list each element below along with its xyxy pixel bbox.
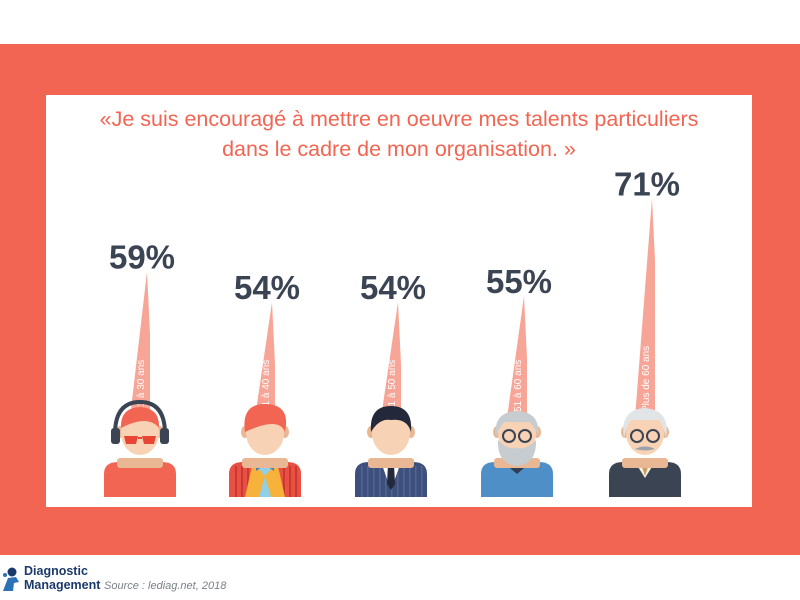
source-note: Source : lediag.net, 2018 — [104, 580, 227, 592]
value-label-1: 59% — [109, 239, 175, 276]
value-label-4: 55% — [486, 263, 552, 300]
age-group-3: 54% 41 à 50 ans — [355, 269, 427, 497]
category-label-2: 31 à 40 ans — [261, 360, 272, 412]
value-label-2: 54% — [234, 269, 300, 306]
elderly-man-glasses-icon — [609, 408, 681, 497]
young-person-headphones-icon — [104, 399, 176, 497]
diagnostic-logo-icon — [3, 567, 19, 591]
category-label-4: 51 à 60 ans — [513, 360, 524, 412]
value-spike-2 — [255, 302, 275, 418]
age-group-5: 71% Plus de 60 ans — [609, 165, 681, 497]
person-bowtie-icon — [229, 404, 301, 497]
value-label-5: 71% — [614, 165, 680, 202]
brand-line-1: Diagnostic — [24, 564, 88, 578]
chart-title-line-1: «Je suis encouragé à mettre en oeuvre me… — [99, 107, 699, 131]
businessman-tie-icon — [355, 406, 427, 497]
senior-beard-glasses-icon — [481, 411, 553, 497]
value-spike-3 — [381, 302, 401, 418]
value-label-3: 54% — [360, 269, 426, 306]
chart-title-line-2: dans le cadre de mon organisation. » — [222, 137, 576, 161]
category-label-3: 41 à 50 ans — [387, 360, 398, 412]
age-group-2: 54% 31 à 40 ans — [229, 269, 301, 497]
brand-line-2: Management — [24, 578, 101, 592]
brand-name: Diagnostic Management — [24, 564, 100, 592]
value-spike-5 — [635, 198, 655, 418]
chart-title: «Je suis encouragé à mettre en oeuvre me… — [46, 104, 752, 164]
category-label-5: Plus de 60 ans — [641, 346, 652, 412]
age-group-1: 59% 21 à 30 ans — [104, 239, 176, 497]
value-spike-4 — [507, 296, 527, 418]
age-group-4: 55% 51 à 60 ans — [481, 263, 553, 497]
value-spike-1 — [130, 271, 150, 418]
category-label-1: 21 à 30 ans — [136, 360, 147, 412]
